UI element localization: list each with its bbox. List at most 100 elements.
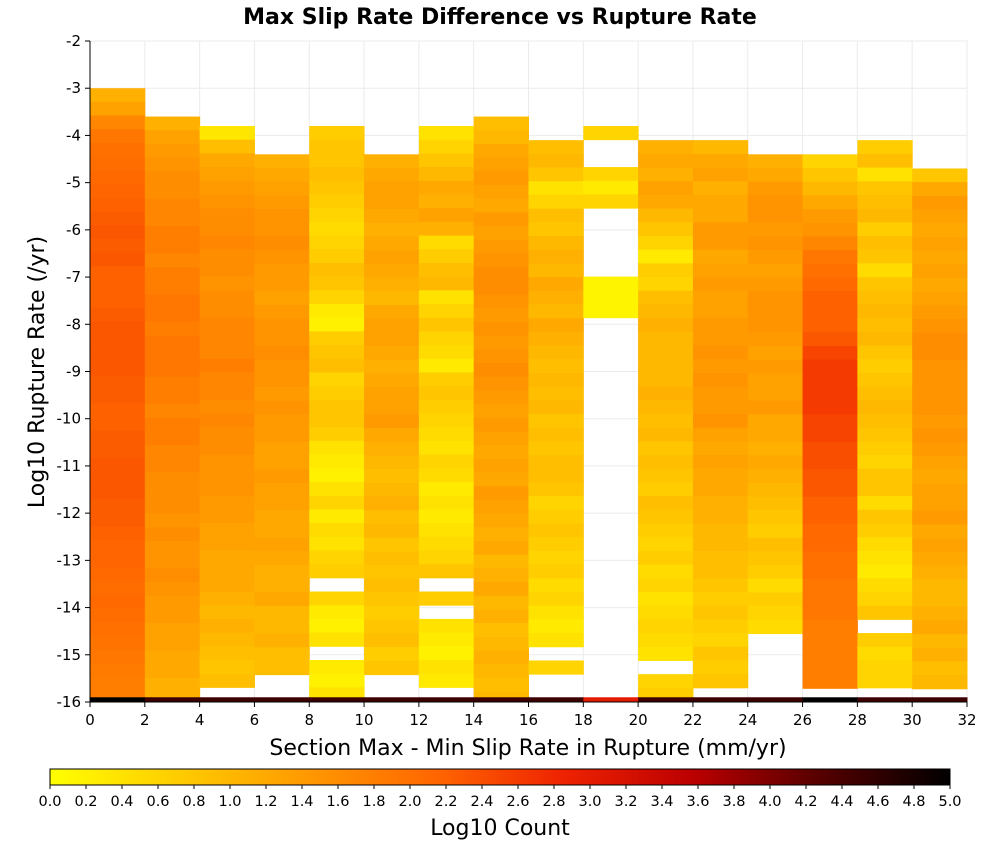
heatmap-cell xyxy=(638,482,694,497)
heatmap-cell xyxy=(747,606,804,621)
heatmap-cell xyxy=(692,509,749,525)
heatmap-cell xyxy=(692,263,749,278)
heatmap-cell xyxy=(418,454,475,469)
heatmap-cell xyxy=(199,440,255,456)
heatmap-cell xyxy=(638,496,694,511)
heatmap-cell xyxy=(638,290,694,305)
heatmap-cell xyxy=(90,498,146,514)
heatmap-cell xyxy=(309,290,365,305)
heatmap-cell xyxy=(638,249,694,264)
y-tick-label: -3 xyxy=(66,79,81,97)
colorbar-tick-label: 3.0 xyxy=(578,794,601,810)
heatmap-cell xyxy=(528,400,584,415)
heatmap-cell xyxy=(857,537,913,552)
heatmap-cell xyxy=(747,592,804,607)
heatmap-cell xyxy=(802,633,858,648)
heatmap-cell xyxy=(638,550,694,566)
heatmap-cell xyxy=(857,591,913,607)
heatmap-cell xyxy=(912,579,968,594)
heatmap-cell xyxy=(90,622,146,637)
heatmap-cell xyxy=(857,564,913,579)
heatmap-cell xyxy=(528,345,584,360)
heatmap-cell xyxy=(912,291,968,306)
heatmap-cell xyxy=(418,249,475,264)
heatmap-cell xyxy=(912,565,968,580)
heatmap-cell xyxy=(857,318,913,333)
heatmap-cell xyxy=(802,660,858,676)
heatmap-cell xyxy=(802,154,858,169)
heatmap-cell xyxy=(692,482,749,497)
heatmap-cell xyxy=(364,400,420,415)
heatmap-cell xyxy=(692,427,749,442)
heatmap-cell xyxy=(144,540,201,556)
x-tick-label: 0 xyxy=(85,711,95,729)
heatmap-cell xyxy=(90,608,146,623)
heatmap-cell xyxy=(364,387,420,402)
heatmap-cell xyxy=(528,222,584,237)
heatmap-cell xyxy=(857,263,913,278)
heatmap-cell xyxy=(857,167,913,182)
heatmap-cell xyxy=(802,455,858,470)
heatmap-cell xyxy=(199,345,255,360)
heatmap-cell xyxy=(309,358,365,373)
heatmap-cell xyxy=(692,564,749,579)
heatmap-cell xyxy=(692,222,749,237)
heatmap-cell xyxy=(364,551,420,566)
heatmap-cell xyxy=(802,469,858,484)
heatmap-cell xyxy=(309,481,365,497)
heatmap-cell xyxy=(473,171,529,186)
heatmap-cell xyxy=(90,238,146,254)
heatmap-cell xyxy=(309,208,365,223)
heatmap-cell xyxy=(802,619,858,635)
heatmap-cells xyxy=(90,88,968,698)
heatmap-cell xyxy=(692,167,749,182)
colorbar-tick-label: 4.0 xyxy=(758,794,781,810)
heatmap-cell-bottom xyxy=(912,697,968,702)
heatmap-cell xyxy=(857,413,913,429)
heatmap-cell xyxy=(638,509,694,525)
colorbar-tick-label: 0.6 xyxy=(146,794,169,810)
heatmap-cell xyxy=(802,318,858,333)
heatmap-cell xyxy=(638,181,694,196)
heatmap-cell xyxy=(309,153,365,168)
heatmap-cell xyxy=(90,526,146,541)
colorbar-tick-label: 0.4 xyxy=(110,794,133,810)
heatmap-cell xyxy=(90,485,146,500)
heatmap-cell xyxy=(692,181,749,196)
heatmap-cell xyxy=(692,537,749,552)
heatmap-cell-bottom xyxy=(692,697,749,702)
heatmap-cell xyxy=(364,373,420,388)
heatmap-cell xyxy=(692,331,749,347)
heatmap-cell xyxy=(692,413,749,429)
heatmap-cell xyxy=(857,290,913,305)
heatmap-cell xyxy=(199,646,255,661)
heatmap-cell xyxy=(638,633,694,648)
heatmap-cell xyxy=(747,250,804,265)
heatmap-cell xyxy=(90,115,146,130)
heatmap-cell xyxy=(857,222,913,237)
heatmap-cell xyxy=(254,510,310,525)
heatmap-cell xyxy=(254,647,310,662)
heatmap-cell xyxy=(199,495,255,510)
heatmap-cell xyxy=(309,495,365,510)
heatmap-cell xyxy=(802,441,858,457)
heatmap-cell xyxy=(802,181,858,196)
heatmap-cell xyxy=(199,331,255,346)
heatmap-cell xyxy=(418,618,475,634)
heatmap-cell xyxy=(199,632,255,647)
heatmap-cell xyxy=(528,181,584,196)
heatmap-cell xyxy=(802,482,858,498)
heatmap-cell xyxy=(144,253,201,268)
heatmap-cell xyxy=(638,564,694,579)
heatmap-cell xyxy=(747,373,804,388)
heatmap-cell-bottom xyxy=(802,697,858,702)
heatmap-cell xyxy=(309,262,365,278)
heatmap-cell xyxy=(857,660,913,675)
heatmap-cell xyxy=(309,331,365,346)
heatmap-cell xyxy=(528,468,584,483)
x-tick-label: 18 xyxy=(574,711,593,729)
heatmap-cell xyxy=(802,209,858,224)
heatmap-cell xyxy=(473,185,529,200)
heatmap-cell xyxy=(638,277,694,292)
